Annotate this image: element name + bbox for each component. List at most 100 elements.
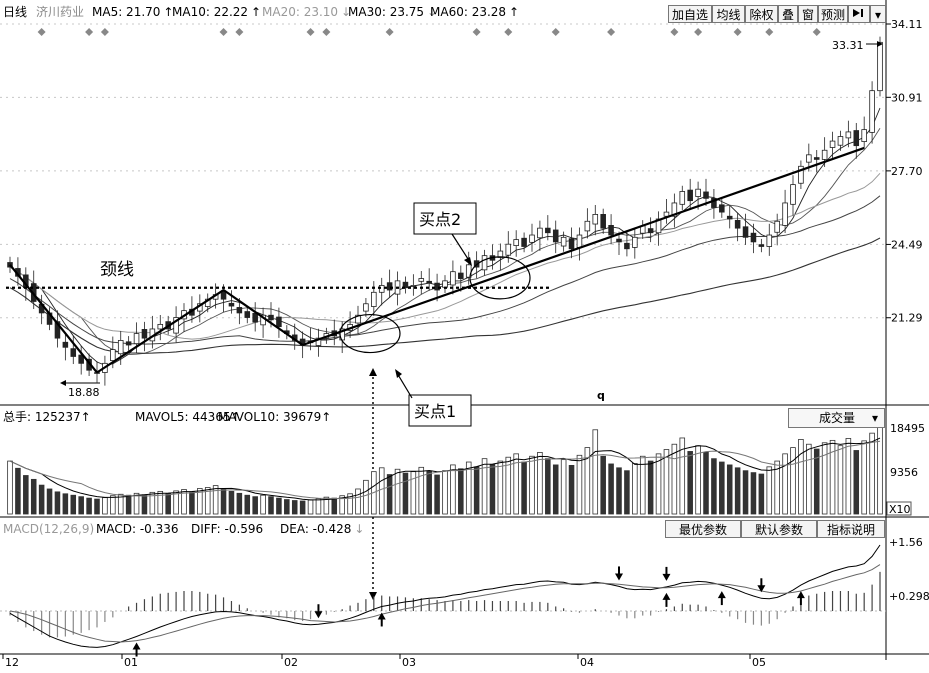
candle-body — [363, 303, 369, 312]
candle-body — [78, 354, 84, 364]
candle-body — [117, 340, 124, 355]
volume-bar — [671, 443, 678, 515]
volume-bar — [165, 493, 171, 515]
optimal-params-button[interactable]: 最优参数 — [665, 520, 741, 538]
candle-body — [711, 197, 717, 208]
next-icon-button[interactable] — [848, 5, 870, 23]
candle-body — [837, 136, 844, 146]
candle-body — [806, 154, 812, 163]
volume-bar — [307, 499, 314, 515]
volume-bar — [181, 489, 187, 515]
neckline-label: 颈线 — [100, 260, 134, 280]
volume-bar — [86, 497, 92, 515]
candle-body — [54, 321, 61, 339]
mavol10-line — [9, 440, 881, 500]
volume-bar — [513, 453, 519, 515]
link-arrow-bottom — [369, 592, 377, 600]
volume-bar — [125, 494, 132, 515]
window-button[interactable]: 窗 — [798, 5, 818, 23]
volume-bar — [299, 500, 306, 515]
candle-body — [244, 311, 251, 318]
candle-body — [616, 238, 622, 243]
ma-label-2: MA20: 23.10 ↓ — [262, 5, 351, 19]
volume-bar — [663, 449, 670, 515]
x-tick-label: 12 — [5, 656, 19, 669]
overlay-button[interactable]: 叠 — [778, 5, 798, 23]
candle-body — [695, 188, 701, 197]
event-diamond-icon — [551, 28, 560, 36]
ex-right-button[interactable]: 除权 — [745, 5, 778, 23]
price-grid — [0, 23, 886, 319]
volume-bar — [505, 456, 512, 515]
volume-bar — [426, 470, 432, 515]
volume-bar — [473, 466, 480, 515]
volume-bar — [521, 461, 527, 515]
add-watchlist-button[interactable]: 加自选 — [668, 5, 712, 23]
volume-bar — [798, 439, 804, 515]
candle-body — [537, 227, 543, 239]
price-tick-label: 27.70 — [891, 165, 923, 178]
candle-body — [125, 341, 132, 346]
event-diamond-icon — [322, 28, 331, 36]
avg-line-button[interactable]: 均线 — [712, 5, 745, 23]
candle-body — [798, 165, 804, 184]
candle-body — [679, 191, 686, 205]
candle-body — [133, 333, 140, 345]
volume-bar — [608, 463, 614, 515]
indicator-help-button[interactable]: 指标说明 — [817, 520, 885, 538]
volume-bar — [758, 473, 765, 515]
buy-point-1-box — [408, 394, 472, 427]
volume-bar — [141, 494, 148, 515]
candle-body — [552, 229, 559, 243]
event-diamond-icon — [100, 28, 109, 36]
volume-bar — [418, 466, 425, 515]
event-diamond-icon — [504, 28, 513, 36]
candle-body — [869, 90, 875, 133]
death-cross-arrow — [662, 573, 671, 581]
volume-tick-top: 18495 — [890, 422, 925, 435]
price-tick-label: 24.49 — [891, 238, 923, 251]
ma-label-3: MA30: 23.75 ↓ — [348, 5, 437, 19]
volume-bar — [703, 452, 709, 515]
ma-label-1: MA10: 22.22 ↑ — [172, 5, 261, 19]
candle-body — [790, 184, 796, 205]
candle-body — [505, 243, 512, 256]
indicator-select[interactable]: 成交量 ▾ — [788, 408, 885, 428]
volume-bar — [687, 451, 693, 515]
skip-next-icon — [853, 9, 863, 17]
volume-bar — [62, 493, 69, 515]
volume-bar — [402, 472, 409, 515]
candle-body — [434, 282, 440, 291]
volume-bar — [102, 497, 108, 515]
volume-bar — [711, 458, 717, 515]
volume-bar — [54, 491, 61, 515]
volume-bar — [291, 500, 298, 515]
candle-body — [821, 149, 828, 160]
candle-body — [853, 130, 860, 147]
more-menu-button[interactable]: ▾ — [870, 5, 886, 23]
candle-body — [418, 278, 425, 282]
volume-tick-mid: 9356 — [890, 466, 918, 479]
trend-line-W-right-down — [222, 289, 304, 346]
volume-bar — [197, 488, 203, 515]
x-tick-label: 04 — [580, 656, 594, 669]
candle-body — [719, 204, 725, 213]
candle-body — [236, 307, 243, 314]
event-diamond-icon — [306, 28, 315, 36]
candle-body — [845, 131, 852, 139]
candle-body — [355, 314, 361, 324]
ma60-line — [9, 237, 881, 354]
forecast-button[interactable]: 预测 — [818, 5, 848, 23]
volume-bar — [173, 490, 179, 515]
volume-bar — [679, 437, 686, 515]
event-diamond-icon — [812, 28, 821, 36]
default-params-button[interactable]: 默认参数 — [741, 520, 817, 538]
candle-body — [703, 191, 709, 199]
candle-body — [220, 291, 227, 300]
buy-point-2-arrowhead — [464, 257, 472, 266]
trend-line-W-left-down — [9, 264, 98, 374]
ma30-line — [9, 195, 881, 345]
buy-point-2-label: 买点2 — [419, 210, 461, 229]
volume-bar — [284, 499, 290, 515]
